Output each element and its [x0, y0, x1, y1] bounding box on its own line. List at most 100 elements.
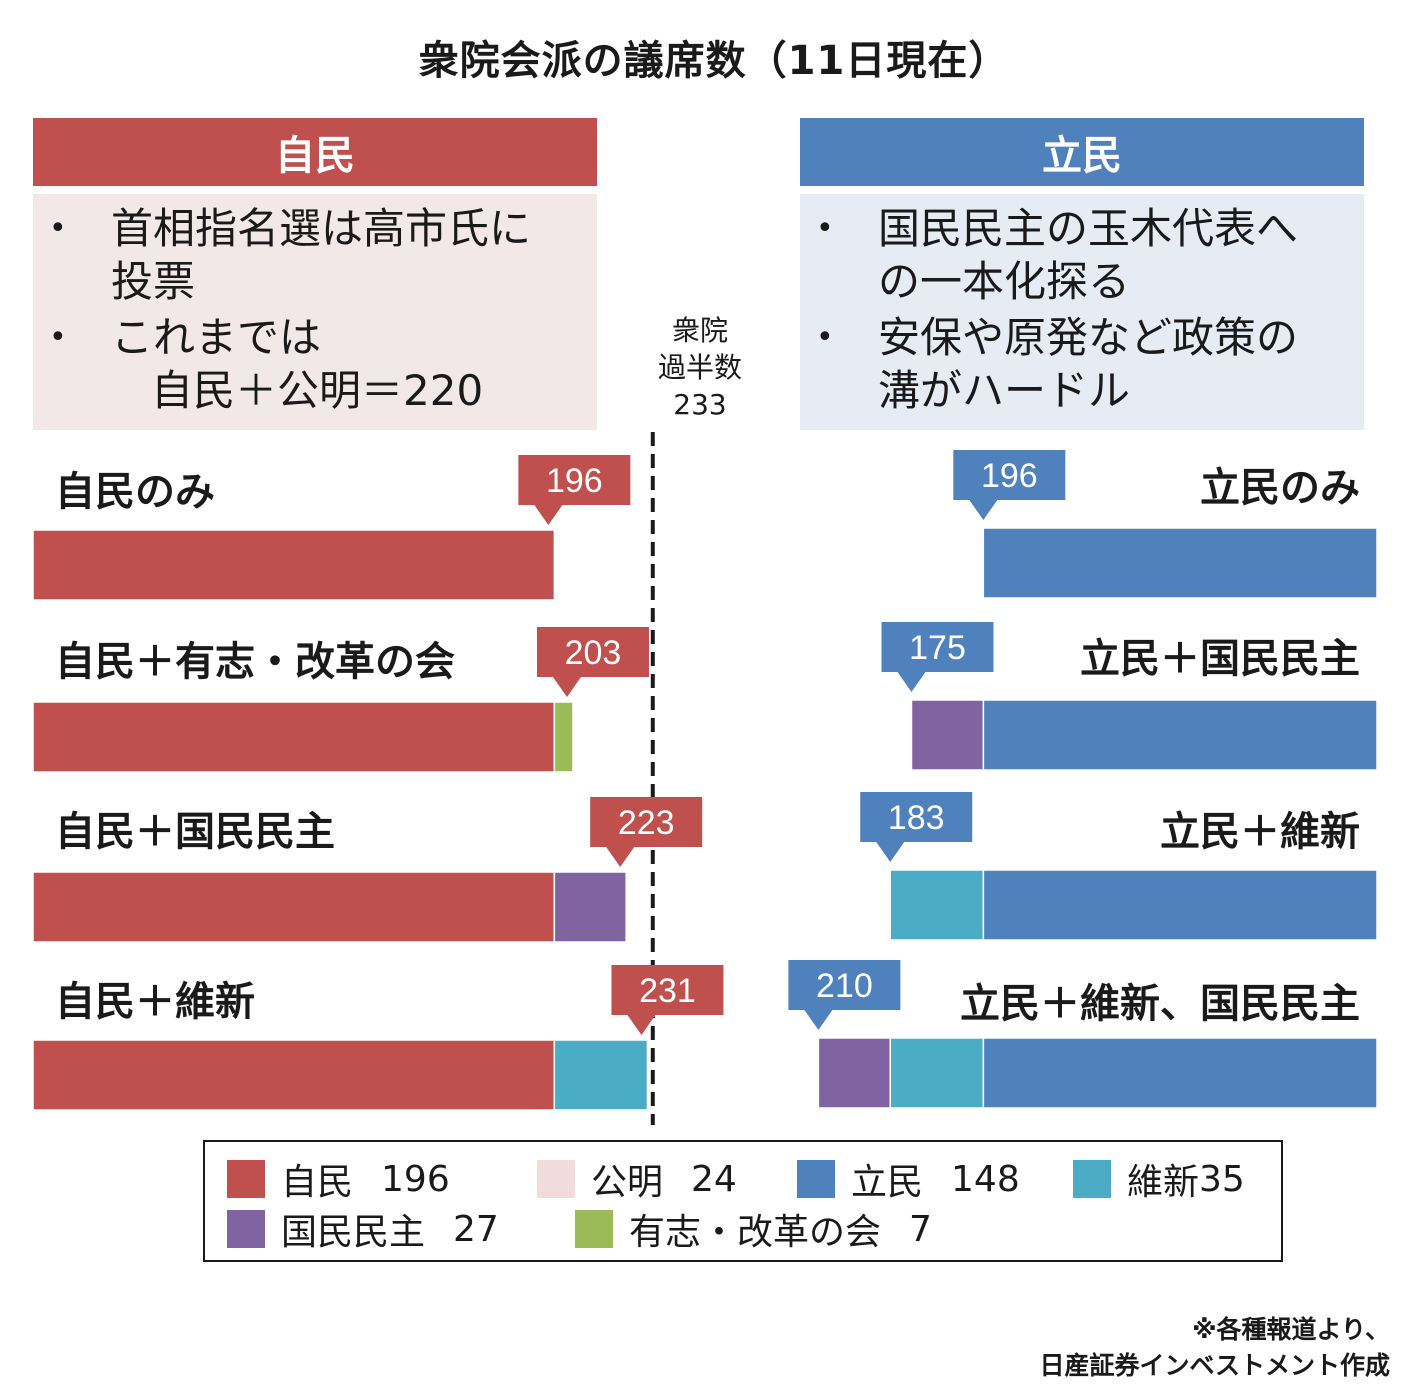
right-note-1-line2: の一本化探る	[878, 257, 1131, 306]
left-row-label-1: 自民のみ	[55, 469, 215, 515]
legend-swatch-jimin	[227, 1160, 265, 1198]
majority-line2: 過半数	[657, 351, 742, 384]
left-callout-4-tail	[627, 1015, 656, 1035]
legend-swatch-ishin	[1073, 1160, 1111, 1198]
right-bar-1-rikken	[982, 527, 1378, 599]
legend-swatch-kokumin	[227, 1210, 265, 1248]
right-bar-2-kokumin	[910, 699, 985, 771]
left-row-label-2: 自民＋有志・改革の会	[55, 639, 455, 685]
majority-value: 233	[673, 388, 727, 421]
legend-value: 24	[691, 1158, 737, 1200]
left-bar-3-kokumin	[553, 871, 627, 943]
legend-name: 有志・改革の会	[629, 1212, 882, 1253]
legend-name: 維新	[1127, 1162, 1200, 1203]
majority-label: 衆院 過半数 233	[640, 312, 760, 423]
legend-name: 国民民主	[281, 1212, 426, 1253]
legend-value: 196	[381, 1158, 450, 1200]
source-line1: ※各種報道より、	[1192, 1315, 1390, 1344]
right-bar-4-kokumin	[817, 1037, 891, 1109]
left-callout-3-tail	[606, 847, 635, 867]
right-callout-4-text: 210	[816, 967, 873, 1005]
legend-value: 35	[1199, 1158, 1245, 1200]
right-row-label-1: 立民のみ	[1200, 465, 1360, 511]
right-note-1: • 国民民主の玉木代表へ の一本化探る	[816, 202, 1352, 308]
left-callout-4-box	[611, 965, 724, 1015]
right-callout-3-tail	[876, 842, 905, 862]
bullet: •	[816, 320, 834, 355]
right-callout-3-text: 183	[888, 799, 945, 837]
left-callout-1-box	[518, 455, 631, 505]
left-party-header: 自民	[33, 118, 597, 186]
left-callout-3-box	[590, 797, 703, 847]
right-row-label-3: 立民＋維新	[1160, 809, 1360, 855]
left-callout-1-text: 196	[546, 462, 603, 500]
left-note-1: • 首相指名選は高市氏に 投票	[49, 202, 585, 308]
legend-name: 立民	[851, 1162, 924, 1203]
left-callout-2-tail	[552, 677, 581, 697]
left-bar-2-jimin	[32, 701, 556, 773]
chart-title: 衆院会派の議席数（11日現在）	[418, 38, 1010, 84]
right-bar-4-rikken	[982, 1037, 1378, 1109]
legend-item-rikken: 立民 148	[797, 1156, 1020, 1203]
right-bar-4-ishin	[889, 1037, 985, 1109]
left-bar-1-jimin	[32, 529, 556, 601]
legend-name: 自民	[281, 1162, 354, 1203]
right-callout-2-text: 175	[909, 629, 966, 667]
left-note-2-line1: これまでは	[111, 313, 322, 362]
right-party-header: 立民	[800, 118, 1364, 186]
legend-item-kokumin: 国民民主 27	[227, 1206, 499, 1253]
right-callout-3-box	[860, 792, 973, 842]
majority-line1: 衆院	[671, 314, 728, 347]
right-callout-1-text: 196	[981, 457, 1038, 495]
right-callout-1-box	[953, 450, 1066, 500]
left-note-2-line2: 自民＋公明＝220	[151, 366, 484, 415]
left-bar-4-jimin	[32, 1039, 556, 1111]
legend-value: 7	[909, 1208, 932, 1250]
left-bar-3-jimin	[32, 871, 556, 943]
left-bar-2-yushi	[553, 701, 574, 773]
right-callout-4-box	[788, 960, 901, 1010]
right-note-1-line1: 国民民主の玉木代表へ	[878, 204, 1299, 253]
source-line2: 日産証券インベストメント作成	[1039, 1351, 1390, 1380]
right-callout-1-tail	[969, 500, 998, 520]
right-callout-4-tail	[804, 1010, 833, 1030]
legend-item-yushi: 有志・改革の会 7	[575, 1206, 932, 1253]
right-bar-2-rikken	[982, 699, 1378, 771]
left-notes-panel: • 首相指名選は高市氏に 投票 • これまでは 自民＋公明＝220	[33, 194, 597, 430]
left-callout-2-box	[536, 627, 649, 677]
right-note-2: • 安保や原発など政策の 溝がハードル	[816, 311, 1352, 417]
right-callout-2-box	[881, 622, 994, 672]
left-note-2: • これまでは 自民＋公明＝220	[49, 311, 585, 417]
legend-value: 148	[951, 1158, 1020, 1200]
right-row-label-4: 立民＋維新、国民民主	[960, 981, 1360, 1027]
bullet: •	[49, 211, 67, 246]
right-note-2-line1: 安保や原発など政策の	[878, 313, 1299, 362]
legend-item-komei: 公明 24	[537, 1156, 737, 1203]
left-row-label-4: 自民＋維新	[55, 979, 255, 1025]
left-callout-2-text: 203	[565, 634, 622, 672]
right-bar-3-ishin	[889, 869, 985, 941]
right-notes-panel: • 国民民主の玉木代表へ の一本化探る • 安保や原発など政策の 溝がハードル	[800, 194, 1364, 430]
left-note-1-line2: 投票	[111, 257, 196, 306]
legend-swatch-yushi	[575, 1210, 613, 1248]
left-callout-3-text: 223	[618, 804, 675, 842]
source-note: ※各種報道より、 日産証券インベストメント作成	[1039, 1312, 1390, 1384]
left-note-1-line1: 首相指名選は高市氏に	[111, 204, 532, 253]
left-bar-4-ishin	[553, 1039, 649, 1111]
legend-value: 27	[453, 1208, 499, 1250]
legend-name: 公明	[591, 1162, 664, 1203]
right-bar-3-rikken	[982, 869, 1378, 941]
right-row-label-2: 立民＋国民民主	[1080, 636, 1360, 682]
left-callout-1-tail	[534, 505, 563, 525]
left-row-label-3: 自民＋国民民主	[55, 809, 335, 855]
bullet: •	[49, 320, 67, 355]
legend: 自民 196 公明 24 立民 148 維新 35 国民民主 27 有志・改革の…	[203, 1140, 1283, 1262]
bullet: •	[816, 211, 834, 246]
legend-swatch-komei	[537, 1160, 575, 1198]
legend-item-ishin: 維新 35	[1073, 1156, 1245, 1203]
legend-item-jimin: 自民 196	[227, 1156, 450, 1203]
right-callout-2-tail	[897, 672, 926, 692]
right-note-2-line2: 溝がハードル	[878, 366, 1131, 415]
legend-swatch-rikken	[797, 1160, 835, 1198]
